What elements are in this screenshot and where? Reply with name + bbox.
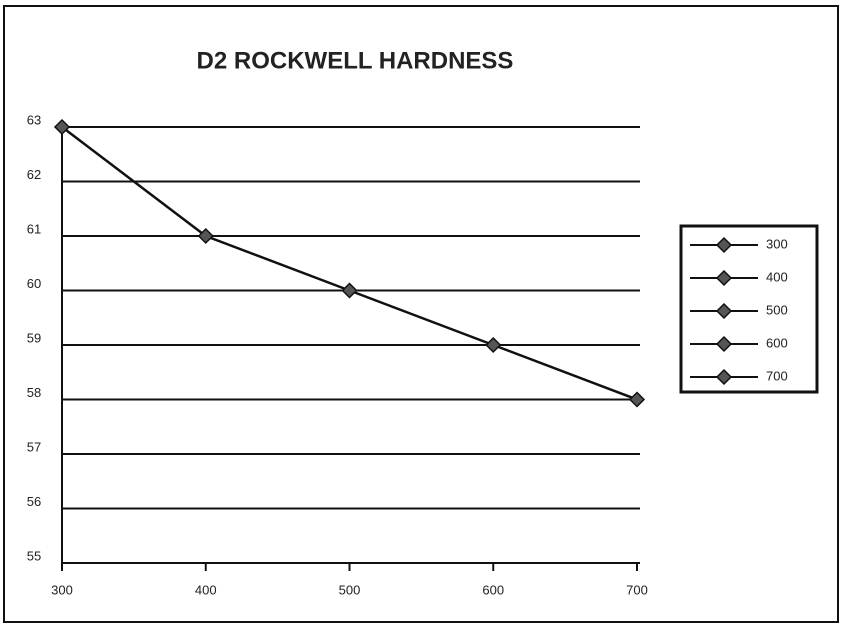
x-tick-label: 500 bbox=[339, 582, 361, 597]
frame bbox=[3, 5, 839, 623]
y-tick-label: 59 bbox=[27, 330, 41, 345]
legend-marker bbox=[715, 302, 733, 320]
x-tick-label: 400 bbox=[195, 582, 217, 597]
y-tick-label: 63 bbox=[27, 112, 41, 127]
marker bbox=[341, 282, 358, 299]
legend-label: 600 bbox=[766, 335, 788, 350]
legend-label: 500 bbox=[766, 302, 788, 317]
marker bbox=[53, 118, 71, 136]
line bbox=[61, 126, 638, 401]
y-tick-label: 62 bbox=[27, 167, 41, 182]
marker bbox=[197, 227, 214, 245]
y-tick-label: 61 bbox=[27, 221, 41, 236]
legend-marker bbox=[715, 368, 733, 386]
y-tick-label: 58 bbox=[27, 385, 41, 400]
legend-marker bbox=[715, 236, 733, 254]
legend-marker bbox=[715, 269, 733, 287]
legend-marker bbox=[715, 335, 733, 353]
y-tick-label: 56 bbox=[27, 494, 41, 509]
legend-label: 400 bbox=[766, 269, 788, 284]
x-tick-label: 600 bbox=[482, 582, 504, 597]
y-tick-label: 60 bbox=[27, 276, 41, 291]
legend-box bbox=[679, 224, 819, 394]
y-tick-label: 57 bbox=[27, 439, 41, 454]
marker bbox=[628, 391, 646, 408]
x-tick-label: 700 bbox=[626, 582, 648, 597]
marker bbox=[485, 336, 502, 354]
y-tick-label: 55 bbox=[27, 548, 41, 563]
chart-title: D2 ROCKWELL HARDNESS bbox=[197, 47, 514, 74]
legend-label: 700 bbox=[766, 368, 788, 383]
legend-label: 300 bbox=[766, 236, 788, 251]
x-tick-label: 300 bbox=[51, 582, 73, 597]
